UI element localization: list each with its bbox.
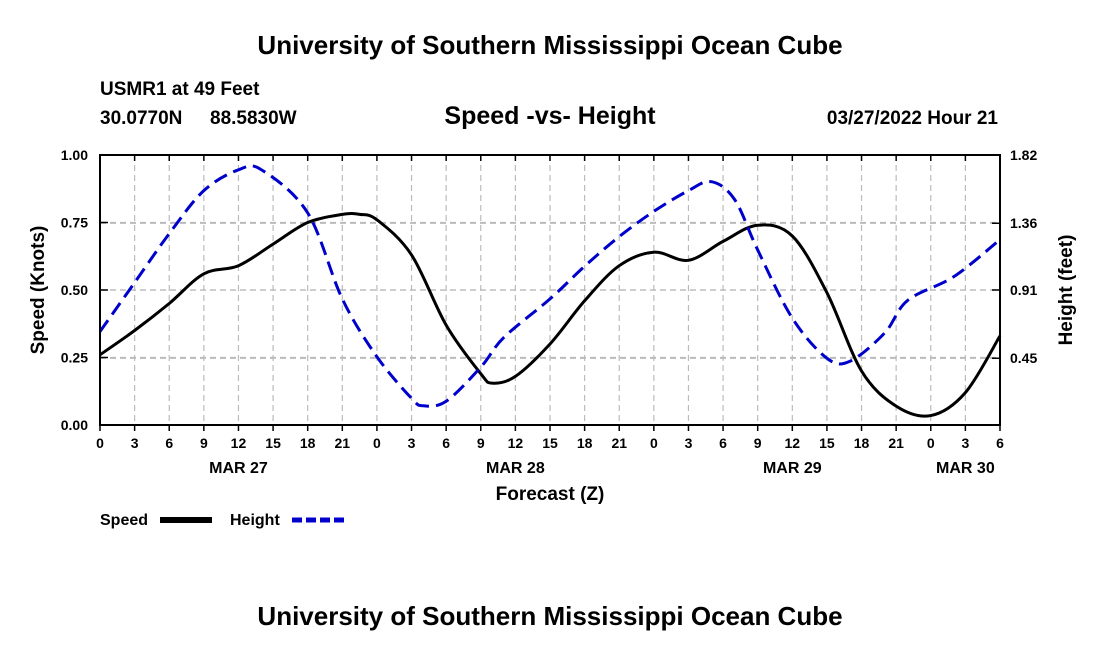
- station-datetime: 03/27/2022 Hour 21: [827, 108, 999, 129]
- x-tick-label: 6: [165, 435, 173, 451]
- station-lon: 88.5830W: [210, 108, 297, 129]
- x-tick-label: 0: [927, 435, 935, 451]
- station-name: USMR1 at 49 Feet: [100, 79, 260, 100]
- x-tick-label: 0: [373, 435, 381, 451]
- y-left-tick-label: 0.25: [61, 350, 88, 366]
- page-title: University of Southern Mississippi Ocean…: [257, 30, 842, 60]
- y-right-tick-label: 0.91: [1010, 282, 1037, 298]
- x-tick-label: 21: [611, 435, 627, 451]
- x-tick-label: 12: [785, 435, 801, 451]
- x-tick-label: 21: [335, 435, 351, 451]
- x-date-label: MAR 29: [763, 460, 822, 477]
- x-tick-label: 6: [719, 435, 727, 451]
- x-tick-label: 15: [265, 435, 281, 451]
- y-right-tick-label: 1.82: [1010, 147, 1037, 163]
- x-tick-label: 15: [542, 435, 558, 451]
- x-tick-label: 0: [96, 435, 104, 451]
- x-tick-label: 3: [131, 435, 139, 451]
- x-tick-label: 6: [996, 435, 1004, 451]
- x-tick-label: 9: [754, 435, 762, 451]
- series-line-speed: [99, 212, 1002, 418]
- footer-title: University of Southern Mississippi Ocean…: [257, 601, 842, 631]
- y-axis-left-label: Speed (Knots): [28, 226, 49, 355]
- x-tick-label: 21: [888, 435, 904, 451]
- x-date-label: MAR 28: [486, 460, 545, 477]
- series-lines: [98, 164, 1002, 418]
- x-tick-label: 3: [685, 435, 693, 451]
- x-axis-label: Forecast (Z): [496, 484, 605, 505]
- legend-speed-label: Speed: [100, 512, 148, 529]
- x-tick-label: 3: [961, 435, 969, 451]
- x-tick-label: 18: [854, 435, 870, 451]
- y-left-tick-label: 0.75: [61, 215, 88, 231]
- y-left-tick-label: 0.00: [61, 417, 88, 433]
- legend: Speed Height: [100, 512, 344, 529]
- y-left-tick-label: 1.00: [61, 147, 88, 163]
- x-tick-label: 6: [442, 435, 450, 451]
- x-tick-label: 3: [408, 435, 416, 451]
- x-tick-label: 0: [650, 435, 658, 451]
- x-tick-label: 18: [577, 435, 593, 451]
- x-tick-label: 12: [508, 435, 524, 451]
- chart-title: Speed -vs- Height: [444, 102, 656, 130]
- series-line-height: [98, 164, 1001, 408]
- legend-height-label: Height: [230, 512, 280, 529]
- x-date-label: MAR 30: [936, 460, 995, 477]
- grid: [100, 155, 1000, 425]
- x-tick-label: 12: [231, 435, 247, 451]
- y-right-tick-label: 1.36: [1010, 215, 1037, 231]
- y-axis-right-label: Height (feet): [1056, 235, 1077, 346]
- y-right-tick-label: 0.45: [1010, 350, 1037, 366]
- x-tick-label: 9: [200, 435, 208, 451]
- station-lat: 30.0770N: [100, 108, 182, 129]
- y-left-tick-label: 0.50: [61, 282, 88, 298]
- x-tick-label: 18: [300, 435, 316, 451]
- x-tick-label: 15: [819, 435, 835, 451]
- x-date-label: MAR 27: [209, 460, 268, 477]
- x-tick-label: 9: [477, 435, 485, 451]
- axis-ticks: 0 3 6 9 12 15 18 21 0 3 6 9 12 15 18 21 0 3 6 9 12 15 18 21 0 3 6M…: [61, 147, 1038, 477]
